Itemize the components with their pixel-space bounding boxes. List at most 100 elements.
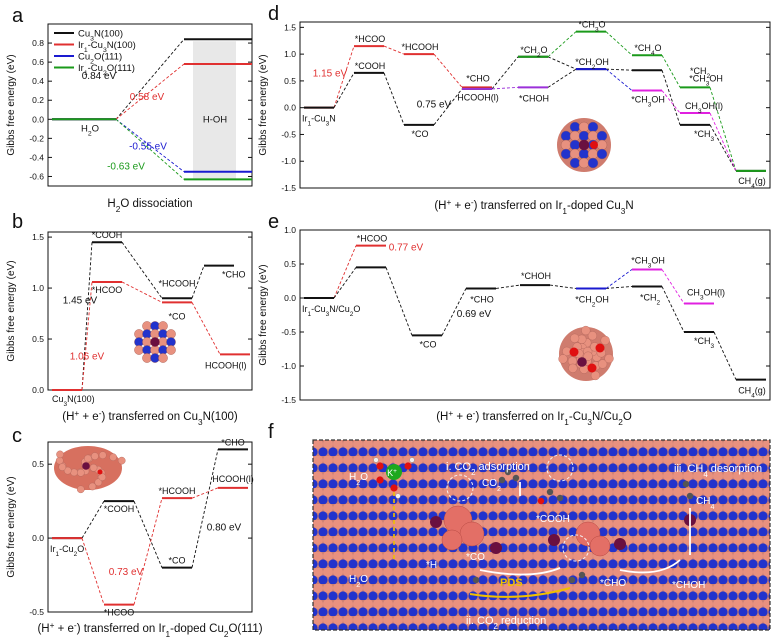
text-run: 0.5	[32, 459, 44, 469]
connector-line	[81, 281, 93, 391]
energy-annotation: 0.73 eV	[109, 567, 144, 578]
text-subscript: 3	[706, 80, 710, 87]
n-atom	[578, 130, 590, 142]
text-run: PDS	[500, 577, 523, 589]
connector-line	[491, 56, 519, 90]
text-run: N/Cu	[592, 411, 618, 423]
text-run: *CH	[578, 20, 595, 30]
molecule-atom	[568, 576, 576, 584]
species-label: H2O	[349, 472, 368, 487]
text-run: *CO	[168, 311, 185, 321]
state-label: *HCOO	[92, 285, 123, 295]
o-atom	[404, 462, 412, 470]
text-run: O dissociation	[120, 198, 192, 210]
text-run: OH	[651, 95, 665, 105]
text-run: *CO	[466, 552, 485, 563]
step-label: iii. CH4 desorption	[674, 463, 762, 479]
text-run: *CH	[694, 336, 711, 346]
state-label: Ir1-Cu3N/Cu2O	[302, 304, 360, 318]
text-subscript: 3	[710, 343, 714, 350]
text-run: 0.69 eV	[457, 309, 492, 320]
co-cluster	[589, 535, 611, 557]
cu-atom	[158, 353, 168, 363]
state-label: Ir1-Cu2O	[50, 544, 84, 558]
species-label: CO2	[482, 478, 501, 493]
text-run: *CHO	[222, 270, 246, 280]
state-label: *CH2OH	[575, 57, 609, 71]
y-tick-label: 1.0	[284, 49, 296, 59]
energy-annotation: -0.63 eV	[107, 161, 145, 172]
text-run: *CHO	[600, 578, 626, 589]
y-tick-label: 1.0	[32, 283, 44, 293]
state-label: *COOH	[92, 230, 123, 240]
text-run: *CH	[575, 57, 592, 67]
cu-atom	[91, 452, 99, 460]
state-label: *CO	[168, 556, 185, 566]
state-label: *CH3OH	[689, 73, 723, 87]
connector-line	[709, 124, 737, 172]
state-label: *CO	[419, 339, 436, 349]
connector-line	[191, 487, 219, 499]
energy-annotation: 1.15 eV	[313, 69, 348, 80]
text-run: + e	[79, 411, 99, 423]
text-run: -Cu	[88, 63, 103, 74]
text-run: *HCOOH	[158, 278, 195, 288]
step-label: ii. CO2 reduction	[466, 615, 546, 631]
text-run: *CH	[634, 43, 651, 53]
state-label: *HCOO	[357, 234, 388, 244]
text-run: Gibbs free energy (eV)	[258, 264, 269, 365]
text-run: ii. CO	[466, 615, 494, 627]
text-run: HCOOH(l)	[212, 474, 254, 484]
panel-letter: c	[12, 425, 22, 447]
text-subscript: 2	[103, 70, 107, 77]
cu-atom	[583, 351, 593, 361]
text-run: Gibbs free energy (eV)	[6, 476, 17, 577]
connector-line	[547, 31, 577, 58]
state-label: *CH4O	[634, 43, 661, 57]
cu-atom	[578, 121, 590, 133]
text-run: f	[268, 421, 274, 443]
y-tick-label: -0.4	[29, 152, 44, 162]
text-run: O	[353, 304, 360, 314]
text-run: 1.0	[284, 225, 296, 235]
y-tick-label: 0.5	[284, 76, 296, 86]
o-atom	[376, 462, 384, 470]
n-atom	[560, 130, 572, 142]
state-label: *CH3OH	[631, 95, 665, 109]
connector-line	[547, 68, 577, 88]
text-run: ) transferred on Ir	[474, 200, 563, 212]
text-run: 0.5	[284, 259, 296, 269]
y-tick-label: 0.0	[32, 533, 44, 543]
text-run: -0.2	[29, 133, 44, 143]
text-run: Ir	[78, 40, 84, 51]
species-label: CH4	[696, 496, 714, 511]
panel-e: -1.5 -1.0 -0.5 0.0 0.5 1.0 Gibbs free energy (…	[258, 225, 771, 427]
y-tick-label: -1.5	[281, 183, 296, 193]
molecule-atom	[472, 576, 480, 584]
connector-line	[121, 281, 163, 303]
text-run: O	[623, 411, 632, 423]
text-run: O(111)	[228, 623, 262, 635]
pds-label: PDS	[500, 577, 523, 589]
text-subscript: 2	[224, 630, 229, 639]
text-run: c	[12, 425, 22, 447]
cu-atom	[58, 463, 67, 471]
text-run: Ir	[302, 304, 308, 314]
text-run: H-OH	[203, 114, 227, 125]
y-tick-label: 0.0	[32, 114, 44, 124]
text-run: 0.80 eV	[207, 523, 242, 534]
text-run: *CH	[575, 294, 592, 304]
text-run: i. CO	[446, 461, 472, 473]
connector-line	[709, 112, 737, 172]
state-label: *HCOOH	[158, 278, 195, 288]
connector-line	[441, 288, 467, 336]
text-subscript: 2	[706, 73, 710, 80]
text-run: Gibbs free energy (eV)	[6, 260, 17, 361]
text-subscript: 2	[74, 551, 78, 558]
text-run: N(100)	[67, 394, 95, 404]
x-axis-label: (H+ + e-) transferred on Cu3N(100)	[62, 409, 238, 427]
y-tick-label: 0.6	[32, 57, 44, 67]
text-run: 0.0	[32, 385, 44, 395]
text-run: desorption	[708, 463, 762, 475]
text-run: 0.75 eV	[417, 100, 452, 111]
